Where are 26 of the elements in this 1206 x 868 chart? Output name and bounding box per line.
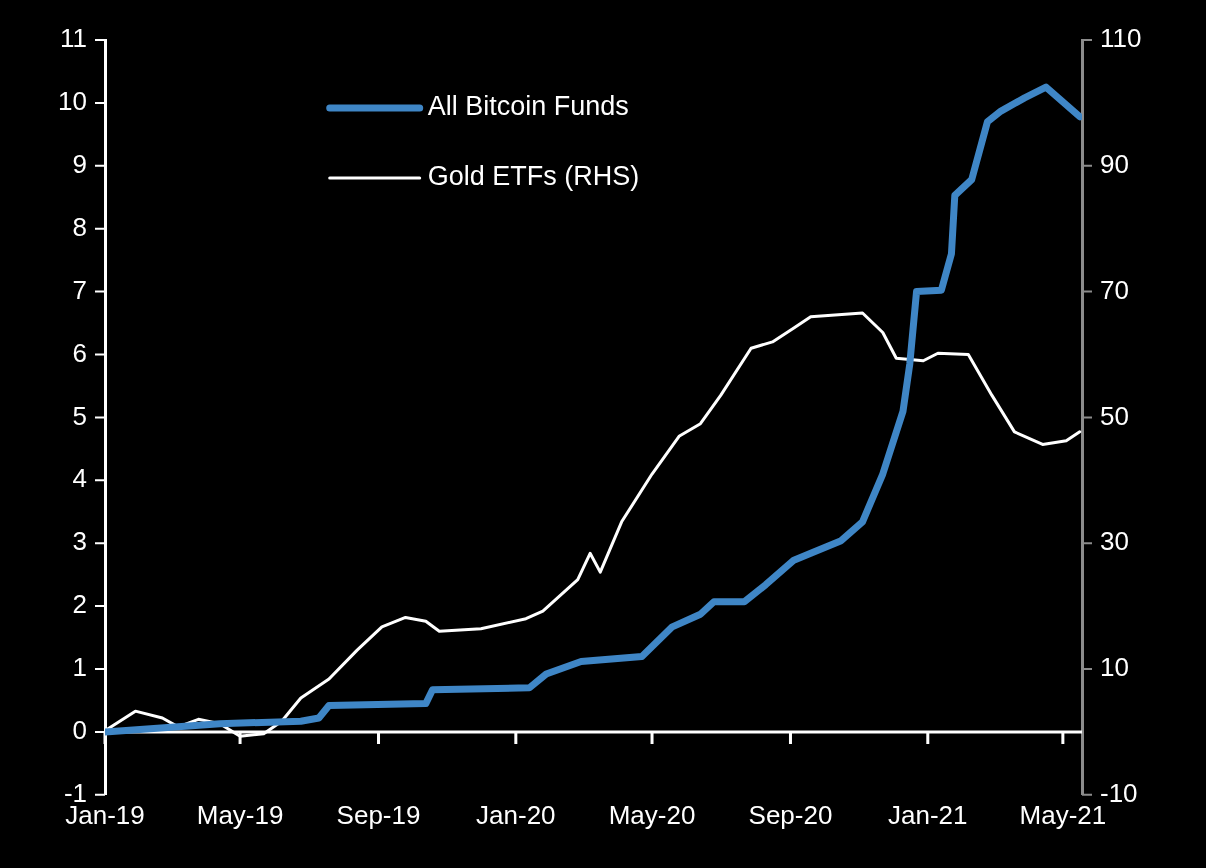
x-tick-label: Sep-19 bbox=[336, 799, 421, 830]
y-tick-label: 4 bbox=[72, 463, 87, 494]
y-tick-label: 9 bbox=[72, 148, 87, 179]
y-tick-label: 1 bbox=[72, 652, 87, 683]
y-tick-label: 6 bbox=[72, 337, 87, 368]
y2-tick-label: 10 bbox=[1100, 652, 1129, 683]
y-tick-label: 10 bbox=[58, 86, 87, 117]
y-tick-label: 0 bbox=[72, 715, 87, 746]
y-tick-label: 7 bbox=[72, 274, 87, 305]
x-tick-label: May-20 bbox=[608, 799, 696, 830]
y2-tick-label: 70 bbox=[1100, 274, 1129, 305]
y-tick-label: 8 bbox=[72, 211, 87, 242]
legend-label: All Bitcoin Funds bbox=[427, 91, 629, 122]
y-tick-label: 3 bbox=[72, 526, 87, 557]
x-tick-label: May-19 bbox=[196, 799, 284, 830]
x-tick-label: Jan-20 bbox=[476, 799, 556, 830]
y2-tick-label: 90 bbox=[1100, 148, 1129, 179]
legend-label: Gold ETFs (RHS) bbox=[427, 161, 640, 192]
y-tick-label: 11 bbox=[60, 23, 87, 54]
y2-tick-label: 50 bbox=[1100, 400, 1129, 431]
y-tick-label: 5 bbox=[72, 400, 87, 431]
x-tick-label: Jan-21 bbox=[888, 799, 968, 830]
y-tick-label: 2 bbox=[72, 589, 87, 620]
y2-tick-label: 110 bbox=[1100, 23, 1142, 54]
x-tick-label: Sep-20 bbox=[748, 799, 833, 830]
y2-tick-label: 30 bbox=[1100, 526, 1129, 557]
